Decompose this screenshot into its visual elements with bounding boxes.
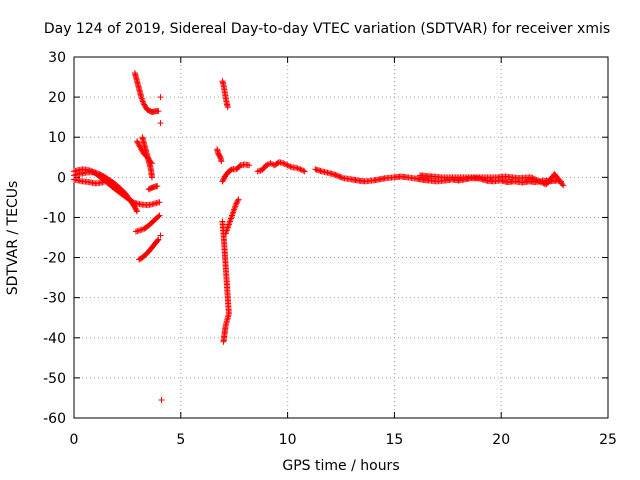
data-point xyxy=(533,176,540,183)
x-tick-label: 5 xyxy=(176,432,185,448)
y-tick-label: 20 xyxy=(48,90,66,106)
data-point xyxy=(301,168,308,175)
data-point xyxy=(135,140,142,147)
data-point xyxy=(264,161,271,168)
data-point xyxy=(134,138,141,145)
y-tick-label: -40 xyxy=(43,331,66,347)
data-point xyxy=(235,196,242,203)
y-tick-label: -30 xyxy=(43,291,66,307)
data-point xyxy=(141,101,148,108)
data-point xyxy=(234,199,241,206)
data-point xyxy=(234,197,241,204)
chart-title: Day 124 of 2019, Sidereal Day-to-day VTE… xyxy=(44,21,610,37)
data-point xyxy=(155,108,162,115)
data-point xyxy=(263,162,270,169)
data-point xyxy=(246,162,253,169)
tick-labels: 0 5 10 15 20 25 30 20 10 0 -10 -20 -30 -40 -50 -60 xyxy=(43,50,617,448)
data-point xyxy=(297,166,304,173)
x-tick-label: 0 xyxy=(70,432,79,448)
data-point xyxy=(337,174,344,181)
data-point xyxy=(293,164,300,171)
data-point xyxy=(137,227,144,234)
data-point xyxy=(294,165,301,172)
data-point xyxy=(156,212,163,219)
y-tick-label: -10 xyxy=(43,210,66,226)
data-point xyxy=(333,172,340,179)
data-point xyxy=(155,213,162,220)
data-point xyxy=(136,142,143,149)
data-point xyxy=(559,181,566,188)
data-point xyxy=(148,174,155,181)
data-point xyxy=(538,179,545,186)
data-point xyxy=(138,226,145,233)
data-point xyxy=(537,178,544,185)
data-markers xyxy=(71,70,567,403)
data-point xyxy=(133,207,140,214)
data-point xyxy=(528,174,535,181)
data-point xyxy=(220,338,227,345)
data-point xyxy=(224,104,231,111)
data-point xyxy=(281,160,288,167)
data-point xyxy=(134,208,141,215)
data-point xyxy=(298,166,305,173)
y-axis-label: SDTVAR / TECUs xyxy=(5,181,21,296)
x-axis-label: GPS time / hours xyxy=(282,458,399,474)
x-tick-label: 20 xyxy=(492,432,510,448)
data-point xyxy=(157,120,164,127)
data-point xyxy=(233,200,240,207)
data-point xyxy=(280,160,287,167)
data-point xyxy=(284,162,291,169)
data-point xyxy=(534,177,541,184)
data-point xyxy=(529,174,536,181)
y-tick-label: -20 xyxy=(43,251,66,267)
data-point xyxy=(134,139,141,146)
data-point xyxy=(156,199,163,206)
data-point xyxy=(155,236,162,243)
y-tick-label: -50 xyxy=(43,371,66,387)
data-point xyxy=(158,396,165,403)
data-point xyxy=(560,182,567,189)
data-point xyxy=(218,158,225,165)
data-point xyxy=(283,161,290,168)
y-tick-label: -60 xyxy=(43,411,66,427)
data-point xyxy=(140,100,147,107)
data-point xyxy=(338,174,345,181)
data-point xyxy=(536,178,543,185)
data-point xyxy=(157,232,164,239)
x-tick-label: 15 xyxy=(385,432,403,448)
data-point xyxy=(267,160,274,167)
plot-frame xyxy=(73,56,609,419)
data-point xyxy=(157,94,164,101)
data-point xyxy=(286,162,293,169)
data-point xyxy=(287,163,294,170)
data-point xyxy=(154,183,161,190)
x-tick-label: 25 xyxy=(599,432,617,448)
y-tick-label: 0 xyxy=(57,170,66,186)
data-point xyxy=(336,173,343,180)
y-tick-label: 30 xyxy=(48,50,66,66)
x-tick-label: 10 xyxy=(279,432,297,448)
data-point xyxy=(300,167,307,174)
y-tick-label: 10 xyxy=(48,130,66,146)
data-point xyxy=(530,175,537,182)
data-point xyxy=(295,165,302,172)
data-point xyxy=(154,237,161,244)
data-point xyxy=(532,176,539,183)
data-point xyxy=(100,179,107,186)
data-point xyxy=(335,172,342,179)
